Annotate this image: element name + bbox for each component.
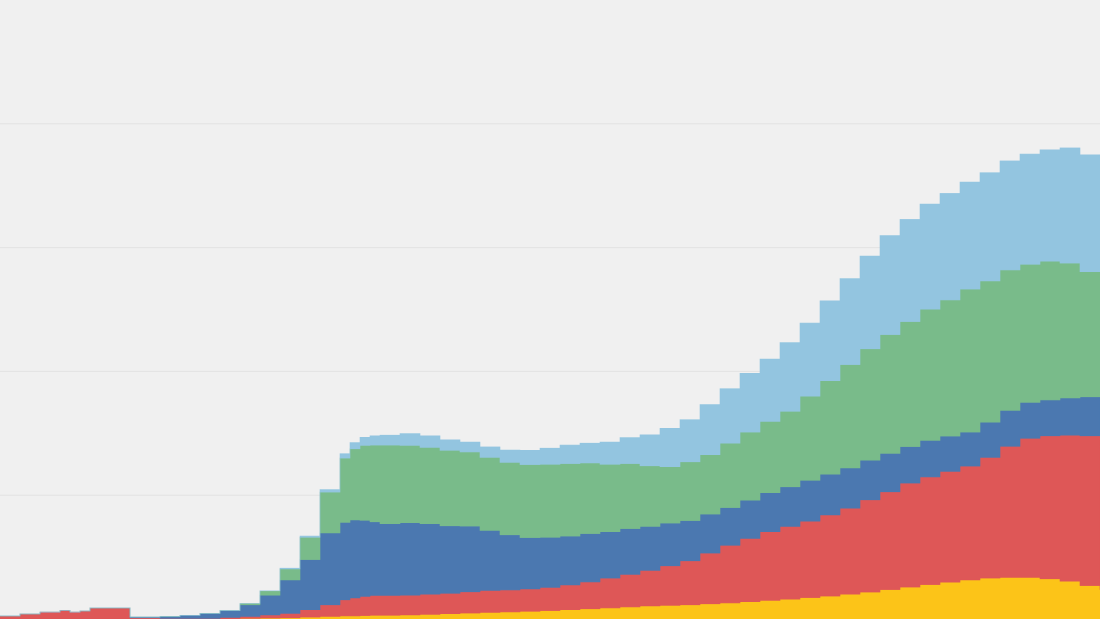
area-series-group xyxy=(0,147,1100,619)
area-series-4 xyxy=(0,147,1100,618)
